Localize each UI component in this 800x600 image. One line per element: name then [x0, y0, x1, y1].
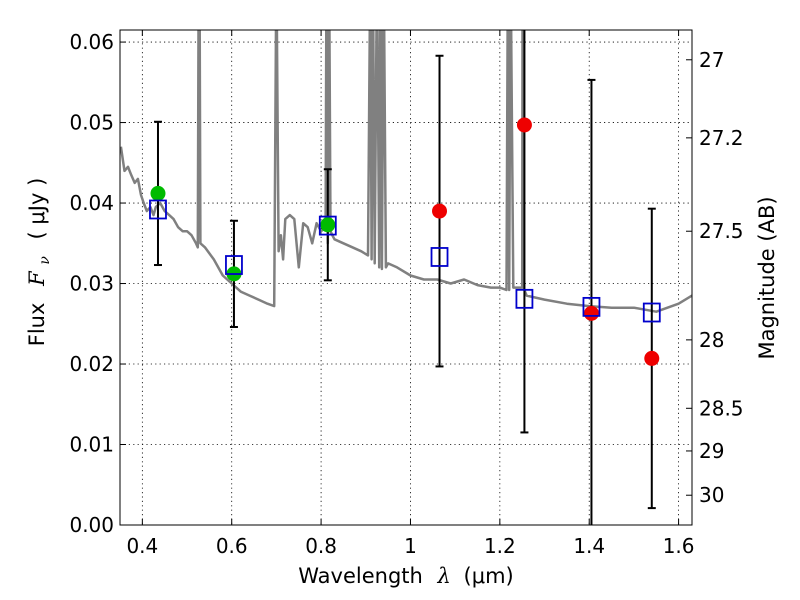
axis-ticks: 0.4 0.6 0.8 1 1.2 1.4 1.6 0.00 0.01 0.02 0.03 0.04 0… [69, 30, 744, 558]
x-axis-label: Wavelength λ (μm) [298, 564, 513, 588]
y-axis-label-sub: ν [37, 256, 53, 265]
y2-tick-label: 27 [699, 48, 724, 72]
x-axis-label-symbol: λ [437, 564, 451, 588]
x-tick-label: 0.8 [305, 534, 337, 558]
model-square [430, 247, 449, 267]
y-tick-label: 0.03 [69, 272, 114, 296]
y-axis-label-unit: ( μJy ) [25, 178, 49, 240]
data-point [583, 305, 599, 321]
y-axis-label-main: Flux [25, 303, 49, 347]
y2-tick-label: 27.2 [699, 126, 744, 150]
y-axis-label: Flux F ν ( μJy ) [25, 178, 54, 347]
plot-frame [119, 29, 693, 526]
data-point [150, 185, 166, 201]
data-point [644, 350, 660, 366]
y-tick-label: 0.01 [69, 433, 114, 457]
y-tick-label: 0.04 [69, 191, 114, 215]
model-square [149, 199, 167, 220]
x-tick-label: 0.6 [216, 534, 248, 558]
model-square [225, 255, 243, 275]
data-point [320, 217, 336, 233]
spectrum-line [120, 30, 692, 313]
y2-tick-label: 27.5 [699, 219, 744, 243]
data-points [149, 117, 661, 366]
model-square [515, 288, 534, 309]
model-square [582, 296, 601, 317]
grid-lines [120, 30, 692, 525]
y-tick-label: 0.05 [69, 111, 114, 135]
x-axis-label-unit: (μm) [464, 564, 514, 588]
y-axis-label-symbol: F [25, 270, 49, 287]
model-square [318, 215, 337, 236]
x-tick-label: 1.6 [663, 534, 695, 558]
data-point [516, 117, 532, 133]
x-tick-label: 1.2 [484, 534, 516, 558]
y2-tick-label: 28 [699, 328, 724, 352]
x-axis-label-main: Wavelength [298, 564, 423, 588]
x-tick-label: 1.4 [573, 534, 605, 558]
y2-tick-label: 29 [699, 439, 724, 463]
x-tick-label: 0.4 [126, 534, 158, 558]
y-tick-label: 0.02 [69, 352, 114, 376]
y2-tick-label: 28.5 [699, 396, 744, 420]
data-point [432, 203, 448, 219]
y-tick-label: 0.00 [69, 513, 114, 537]
y-tick-label: 0.06 [69, 30, 114, 54]
y2-tick-label: 30 [699, 483, 724, 507]
y2-axis-label: Magnitude (AB) [755, 196, 779, 359]
spectrum-layer [120, 30, 692, 313]
model-square [642, 302, 661, 323]
x-tick-label: 1 [404, 534, 417, 558]
